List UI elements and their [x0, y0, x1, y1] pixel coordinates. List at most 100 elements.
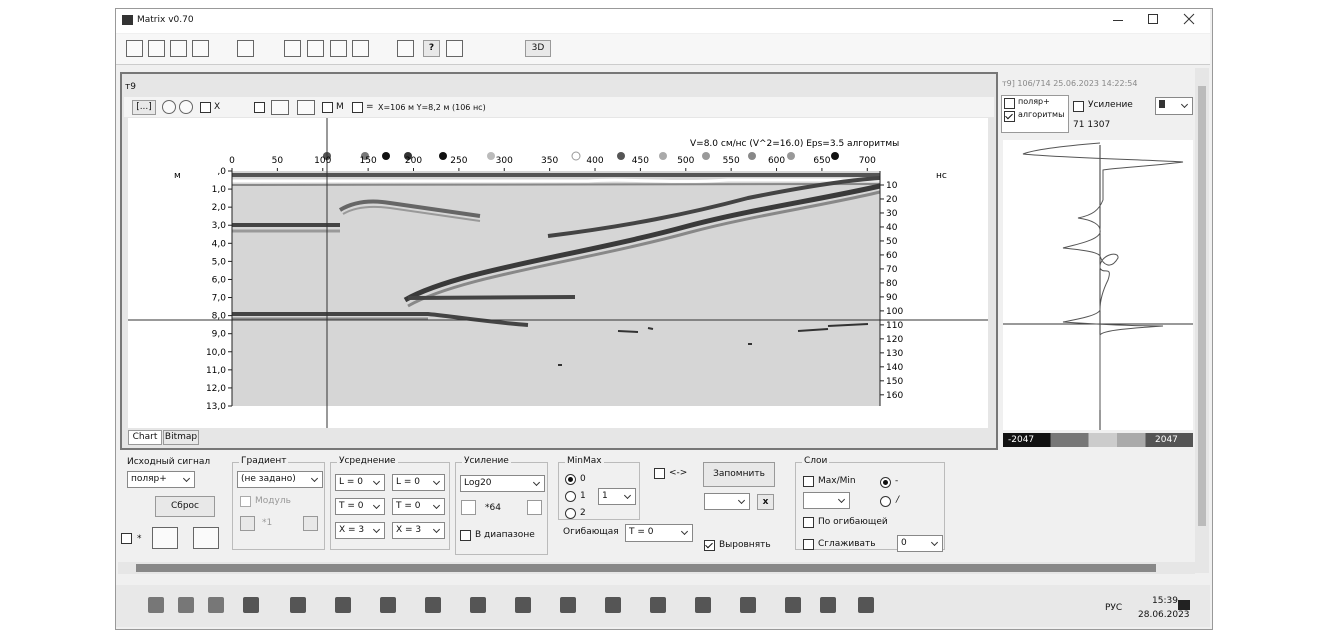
checkbox-polar[interactable] [1004, 98, 1015, 109]
grid[interactable] [192, 40, 209, 57]
y-tick-label: 3,0 [212, 221, 227, 231]
star-label: * [137, 534, 142, 544]
gradient-combo[interactable]: (не задано) [237, 471, 323, 488]
line-button[interactable] [297, 100, 315, 115]
source-combo[interactable]: поляр+ [127, 471, 195, 488]
3d-button[interactable]: 3D [525, 40, 551, 57]
radio-slash[interactable] [880, 496, 891, 507]
zoom-out[interactable] [179, 100, 193, 114]
comment[interactable] [446, 40, 463, 57]
taskbar-icon[interactable] [820, 597, 836, 613]
taskbar-icon[interactable] [695, 597, 711, 613]
frame-button[interactable]: [...] [132, 100, 156, 115]
taskbar-icon[interactable] [515, 597, 531, 613]
taskbar-icon[interactable] [243, 597, 259, 613]
smooth-label: Сглаживать [818, 539, 876, 549]
avg-t1[interactable]: T = 0 [335, 498, 385, 515]
chart-icon[interactable] [284, 40, 301, 57]
maximize[interactable] [1148, 14, 1158, 24]
open[interactable] [148, 40, 165, 57]
checkbox-swap[interactable] [654, 468, 665, 479]
gain-minus[interactable] [461, 500, 476, 515]
y2-tick-label: 80 [886, 279, 898, 289]
label-polar: поляр+ [1018, 97, 1050, 106]
camera[interactable] [237, 40, 254, 57]
help-button[interactable]: ? [423, 40, 440, 57]
h-scrollbar[interactable] [118, 562, 1195, 574]
remember-combo[interactable] [704, 493, 750, 510]
taskbar-icon[interactable] [740, 597, 756, 613]
checkbox-x[interactable] [200, 102, 211, 113]
save[interactable] [170, 40, 187, 57]
reset-button[interactable]: Сброс [155, 496, 215, 517]
avg-l2[interactable]: L = 0 [392, 474, 445, 491]
taskbar-icon[interactable] [335, 597, 351, 613]
avg-x2[interactable]: X = 3 [392, 522, 445, 539]
avg-t2[interactable]: T = 0 [392, 498, 445, 515]
align-label: Выровнять [719, 540, 771, 550]
taskbar-icon[interactable] [380, 597, 396, 613]
checkbox-algo[interactable] [1004, 111, 1015, 122]
taskbar-icon[interactable] [290, 597, 306, 613]
checkbox-envelope[interactable] [803, 517, 814, 528]
checkbox-smooth[interactable] [803, 539, 814, 550]
close-small[interactable]: x [757, 494, 774, 510]
taskbar-icon[interactable] [148, 597, 164, 613]
gradient-minus[interactable] [240, 516, 255, 531]
checkbox-range[interactable] [460, 530, 471, 541]
value: L = 0 [396, 477, 420, 487]
radio-2[interactable] [565, 508, 576, 519]
checkbox-module[interactable] [240, 496, 251, 507]
value: T = 0 [396, 501, 421, 511]
tab-bitmap[interactable]: Bitmap [163, 430, 199, 445]
scale-max: 2047 [1155, 435, 1178, 445]
menu[interactable] [330, 40, 347, 57]
checkbox-align[interactable] [704, 540, 715, 551]
taskbar-icon[interactable] [605, 597, 621, 613]
open-small[interactable] [152, 527, 178, 549]
close[interactable] [1183, 13, 1195, 25]
radio-dash[interactable] [880, 477, 891, 488]
gain-plus[interactable] [527, 500, 542, 515]
avg-l1[interactable]: L = 0 [335, 474, 385, 491]
v-scrollbar[interactable] [1195, 68, 1209, 573]
new[interactable] [126, 40, 143, 57]
layer [232, 180, 880, 181]
taskbar-icon[interactable] [178, 597, 194, 613]
label-x: X [214, 102, 220, 112]
compare[interactable] [307, 40, 324, 57]
minimize[interactable] [1113, 20, 1123, 21]
taskbar-icon[interactable] [650, 597, 666, 613]
taskbar-icon[interactable] [785, 597, 801, 613]
layers-combo[interactable] [803, 492, 850, 509]
radio-1[interactable] [565, 491, 576, 502]
taskbar-icon[interactable] [425, 597, 441, 613]
gain-combo[interactable]: Log20 [460, 475, 545, 492]
avg-x1[interactable]: X = 3 [335, 522, 385, 539]
color-combo[interactable] [1155, 97, 1193, 115]
envelope-combo[interactable]: T = 0 [625, 524, 693, 542]
taskbar-icon[interactable] [208, 597, 224, 613]
taskbar-icon[interactable] [858, 597, 874, 613]
checkbox-maxmin[interactable] [803, 476, 814, 487]
checkbox-wave[interactable] [254, 102, 265, 113]
taskbar-icon[interactable] [470, 597, 486, 613]
save-small[interactable] [193, 527, 219, 549]
equalizer[interactable] [397, 40, 414, 57]
wave-button[interactable] [271, 100, 289, 115]
tab-chart[interactable]: Chart [128, 430, 162, 445]
checkbox-eq[interactable] [352, 102, 363, 113]
markers [323, 152, 839, 160]
checkbox-gain[interactable] [1073, 101, 1084, 112]
zoom-in[interactable] [162, 100, 176, 114]
checkbox-m[interactable] [322, 102, 333, 113]
radio-0[interactable] [565, 474, 576, 485]
gradient-plus[interactable] [303, 516, 318, 531]
smooth-combo[interactable]: 0 [897, 535, 943, 552]
pen[interactable] [352, 40, 369, 57]
notifications[interactable] [1178, 600, 1190, 610]
remember-button[interactable]: Запомнить [703, 462, 775, 487]
minmax-combo[interactable]: 1 [598, 488, 636, 505]
checkbox-star[interactable] [121, 533, 132, 544]
taskbar-icon[interactable] [560, 597, 576, 613]
